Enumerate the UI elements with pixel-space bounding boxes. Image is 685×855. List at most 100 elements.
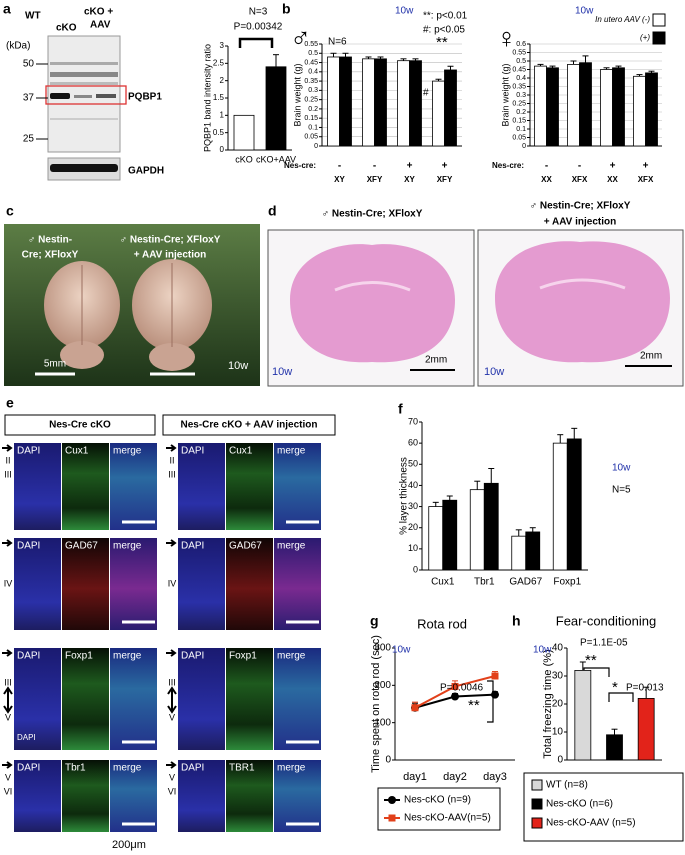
annotation: 10w xyxy=(533,645,552,656)
bar xyxy=(483,482,499,571)
stain-label: Cux1 xyxy=(65,446,89,457)
stain-label: merge xyxy=(277,446,306,457)
panel-label: d xyxy=(268,203,277,219)
bar xyxy=(606,734,623,761)
data-point xyxy=(411,704,419,712)
age-label: 10w xyxy=(484,366,504,378)
annotation: P=0.00342 xyxy=(234,22,283,33)
stain-label: TBR1 xyxy=(229,763,255,774)
micrograph-tile xyxy=(178,443,225,530)
scale-label: 5mm xyxy=(44,359,66,370)
bar xyxy=(442,499,458,571)
stain-label: DAPI xyxy=(17,733,36,742)
annotation: P=1.1E-05 xyxy=(580,638,628,649)
legend-label: In utero AAV (-) xyxy=(595,15,650,24)
bar xyxy=(645,72,658,147)
stain-label: DAPI xyxy=(181,541,204,552)
layer-label: II xyxy=(169,455,174,465)
layer-label: V xyxy=(5,772,11,782)
bar xyxy=(362,58,375,147)
bar xyxy=(265,66,287,151)
legend-swatch xyxy=(531,798,543,810)
y-tick-label: 0.5 xyxy=(308,50,318,57)
layer-label: III xyxy=(168,469,176,479)
significance-bracket xyxy=(487,680,494,723)
y-tick-label: 3 xyxy=(220,41,225,50)
y-tick-label: 0.55 xyxy=(512,49,526,56)
y-tick-label: 40 xyxy=(552,643,564,654)
marker-label: 50 xyxy=(23,59,35,70)
y-tick-label: 0 xyxy=(557,755,563,766)
bar xyxy=(469,489,485,571)
scale-label: 2mm xyxy=(640,351,662,362)
lane-label: AAV xyxy=(90,20,111,31)
stain-label: DAPI xyxy=(181,651,204,662)
stain-label: merge xyxy=(113,446,142,457)
sex-symbol: ♂ xyxy=(290,22,311,53)
micrograph-tile xyxy=(226,648,273,750)
data-point xyxy=(451,692,459,701)
annotation: **: p<0.01 xyxy=(423,11,468,22)
micrograph-tile xyxy=(110,760,157,832)
annotation: # xyxy=(423,88,429,99)
micrograph-tile xyxy=(226,538,273,630)
age-label: 10w xyxy=(228,360,248,372)
y-tick-label: 0.5 xyxy=(213,128,225,137)
layer-label: V xyxy=(169,712,175,722)
row-label: Nes-cre: xyxy=(284,161,316,170)
double-arrow xyxy=(167,686,177,714)
legend-box xyxy=(523,772,684,842)
annotation: N=6 xyxy=(328,37,347,48)
arrow xyxy=(2,649,13,657)
y-tick-label: 0.45 xyxy=(512,66,526,73)
legend-swatch xyxy=(652,31,666,45)
photo-caption: + AAV injection xyxy=(134,250,207,261)
chart-title: Fear-conditioning xyxy=(556,613,656,628)
x-tick-label: XY xyxy=(334,175,345,184)
layer-label: II xyxy=(5,455,10,465)
y-tick-label: 0 xyxy=(220,145,225,154)
y-axis-title: % layer thickness xyxy=(399,457,410,535)
panel-label: f xyxy=(398,401,403,417)
y-tick-label: 0.2 xyxy=(308,106,318,113)
y-tick-label: 0.25 xyxy=(512,100,526,107)
legend-swatch xyxy=(652,13,666,27)
panel-label: c xyxy=(6,203,14,219)
y-tick-label: 2.5 xyxy=(213,58,225,67)
bar xyxy=(409,60,422,147)
annotation: 10w xyxy=(612,463,631,474)
micrograph-tile xyxy=(14,760,61,832)
stain-label: DAPI xyxy=(17,651,40,662)
bar xyxy=(567,64,580,147)
y-axis-title: Total freezing time (%) xyxy=(542,649,554,758)
data-point xyxy=(491,672,499,680)
bar xyxy=(546,67,559,147)
layer-label: III xyxy=(168,677,176,687)
y-tick-label: 0.05 xyxy=(512,134,526,141)
bar xyxy=(374,58,387,147)
genotype-sign: + xyxy=(610,161,616,172)
stain-label: GAD67 xyxy=(65,541,98,552)
annotation: ** xyxy=(468,697,480,714)
micrograph-tile xyxy=(226,760,273,832)
x-tick-label: XFY xyxy=(367,175,383,184)
data-point xyxy=(451,682,459,690)
header-box xyxy=(4,414,156,436)
header-box xyxy=(162,414,336,436)
micrograph-tile xyxy=(274,443,321,530)
y-tick-label: 0.2 xyxy=(516,109,526,116)
y-tick-label: 20 xyxy=(552,699,564,710)
bar xyxy=(612,67,625,147)
x-tick-label: Tbr1 xyxy=(474,577,495,588)
layer-label: III xyxy=(4,677,12,687)
annotation: * xyxy=(612,679,618,696)
band-label: GAPDH xyxy=(128,166,164,177)
layer-label: III xyxy=(4,469,12,479)
lane-label: cKO + xyxy=(84,7,113,18)
micrograph-tile xyxy=(110,538,157,630)
micrograph-tile xyxy=(62,538,109,630)
micrograph-tile xyxy=(110,443,157,530)
bar xyxy=(511,535,527,571)
x-tick-label: day1 xyxy=(403,771,427,783)
